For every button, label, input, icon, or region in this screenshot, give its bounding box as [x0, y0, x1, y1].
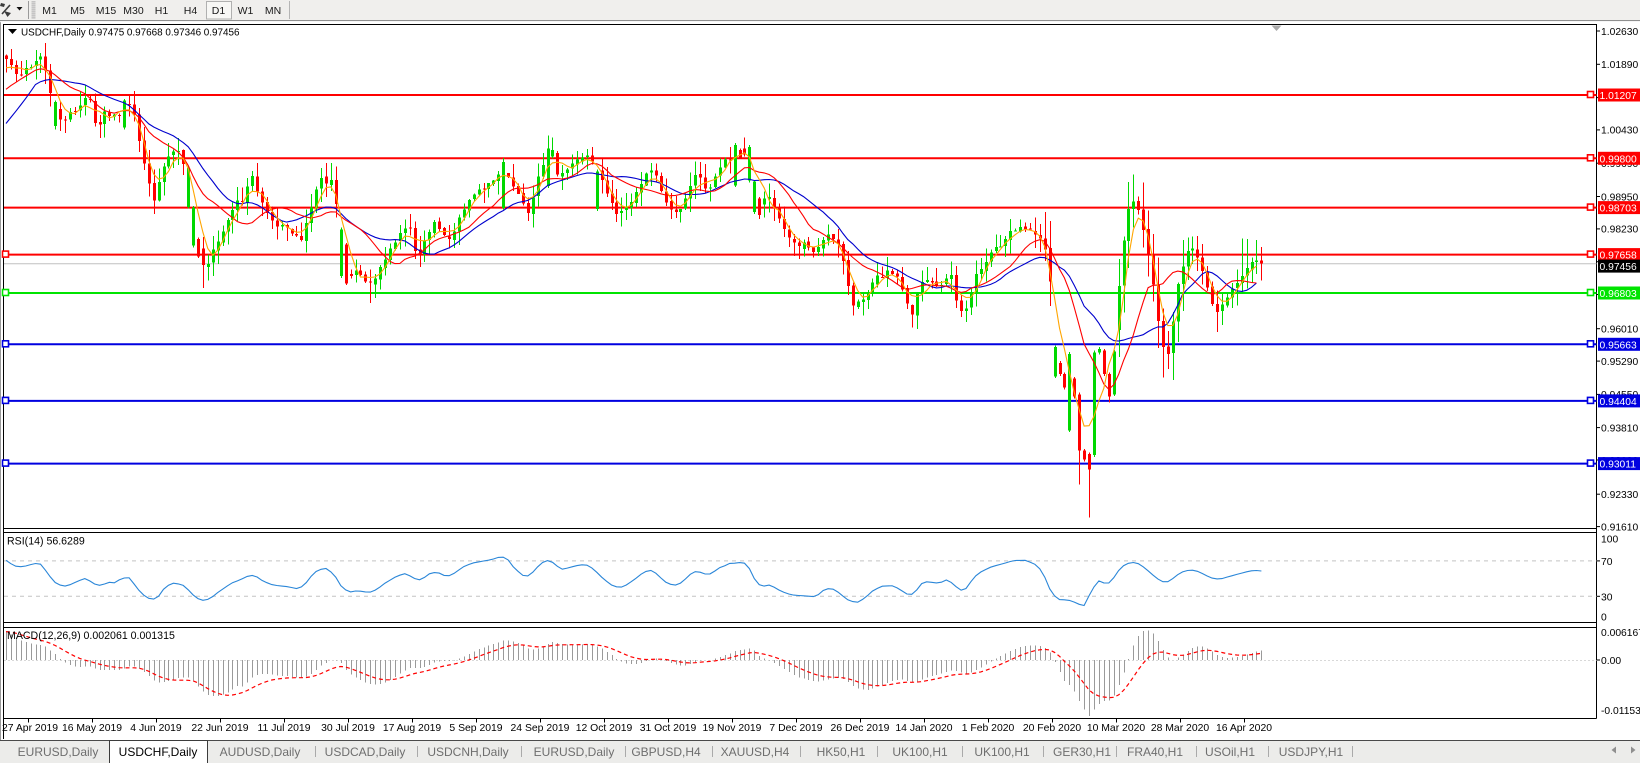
- svg-text:14 Jan 2020: 14 Jan 2020: [895, 723, 952, 734]
- svg-text:-0.011531: -0.011531: [1601, 706, 1640, 717]
- svg-text:0.97456: 0.97456: [1600, 262, 1637, 273]
- svg-text:1.01207: 1.01207: [1600, 91, 1637, 102]
- svg-text:4 Jun 2019: 4 Jun 2019: [130, 723, 182, 734]
- svg-text:0.94404: 0.94404: [1600, 397, 1637, 408]
- svg-text:0.99800: 0.99800: [1600, 154, 1637, 165]
- svg-text:30: 30: [1601, 592, 1613, 603]
- svg-text:0.93810: 0.93810: [1601, 423, 1638, 434]
- svg-text:28 Mar 2020: 28 Mar 2020: [1151, 723, 1210, 734]
- svg-text:MN: MN: [265, 5, 281, 17]
- svg-text:100: 100: [1601, 535, 1618, 546]
- svg-text:0.96010: 0.96010: [1601, 325, 1638, 336]
- svg-text:0.97658: 0.97658: [1600, 251, 1637, 262]
- svg-text:0.006167: 0.006167: [1601, 628, 1640, 639]
- svg-text:16 May 2019: 16 May 2019: [62, 723, 122, 734]
- svg-text:12 Oct 2019: 12 Oct 2019: [576, 723, 633, 734]
- svg-text:UK100,H1: UK100,H1: [892, 745, 948, 759]
- svg-text:0.95290: 0.95290: [1601, 357, 1638, 368]
- svg-text:GBPUSD,H4: GBPUSD,H4: [631, 745, 701, 759]
- svg-text:M5: M5: [70, 5, 85, 17]
- svg-text:1.02630: 1.02630: [1601, 27, 1638, 38]
- svg-text:AUDUSD,Daily: AUDUSD,Daily: [220, 745, 301, 759]
- svg-text:RSI(14) 56.6289: RSI(14) 56.6289: [7, 536, 85, 548]
- svg-text:22 Jun 2019: 22 Jun 2019: [191, 723, 248, 734]
- svg-text:EURUSD,Daily: EURUSD,Daily: [534, 745, 615, 759]
- svg-text:XAUUSD,H4: XAUUSD,H4: [721, 745, 790, 759]
- svg-text:0.91610: 0.91610: [1601, 522, 1638, 533]
- svg-text:H4: H4: [184, 5, 198, 17]
- svg-text:0.00: 0.00: [1601, 656, 1621, 667]
- svg-text:1 Feb 2020: 1 Feb 2020: [962, 723, 1015, 734]
- svg-text:1.00430: 1.00430: [1601, 126, 1638, 137]
- svg-text:M1: M1: [42, 5, 57, 17]
- svg-text:10 Mar 2020: 10 Mar 2020: [1087, 723, 1146, 734]
- svg-text:USDJPY,H1: USDJPY,H1: [1279, 745, 1344, 759]
- svg-text:31 Oct 2019: 31 Oct 2019: [640, 723, 697, 734]
- svg-text:19 Nov 2019: 19 Nov 2019: [703, 723, 762, 734]
- svg-text:0.95663: 0.95663: [1600, 340, 1637, 351]
- svg-text:70: 70: [1601, 557, 1613, 568]
- svg-text:0.98703: 0.98703: [1600, 204, 1637, 215]
- svg-text:USDCAD,Daily: USDCAD,Daily: [325, 745, 406, 759]
- svg-text:MACD(12,26,9) 0.002061 0.00131: MACD(12,26,9) 0.002061 0.001315: [7, 630, 175, 642]
- svg-text:5 Sep 2019: 5 Sep 2019: [449, 723, 502, 734]
- svg-text:30 Jul 2019: 30 Jul 2019: [321, 723, 375, 734]
- svg-text:D1: D1: [212, 5, 226, 17]
- svg-text:0.98950: 0.98950: [1601, 192, 1638, 203]
- svg-text:M30: M30: [123, 5, 144, 17]
- svg-text:USDCNH,Daily: USDCNH,Daily: [427, 745, 508, 759]
- svg-text:M15: M15: [96, 5, 117, 17]
- svg-text:17 Aug 2019: 17 Aug 2019: [383, 723, 442, 734]
- svg-text:USDCHF,Daily 0.97475 0.97668: USDCHF,Daily 0.97475 0.97668 0.97346 0.9…: [21, 27, 240, 38]
- svg-text:26 Dec 2019: 26 Dec 2019: [831, 723, 890, 734]
- svg-text:0: 0: [1601, 613, 1607, 624]
- svg-text:27 Apr 2019: 27 Apr 2019: [2, 723, 58, 734]
- svg-text:USDCHF,Daily: USDCHF,Daily: [119, 745, 198, 759]
- svg-text:24 Sep 2019: 24 Sep 2019: [511, 723, 570, 734]
- svg-text:20 Feb 2020: 20 Feb 2020: [1023, 723, 1082, 734]
- svg-text:FRA40,H1: FRA40,H1: [1127, 745, 1183, 759]
- svg-text:H1: H1: [155, 5, 169, 17]
- svg-text:GER30,H1: GER30,H1: [1053, 745, 1111, 759]
- svg-text:7 Dec 2019: 7 Dec 2019: [769, 723, 822, 734]
- svg-text:0.93011: 0.93011: [1600, 460, 1637, 471]
- svg-text:USOil,H1: USOil,H1: [1205, 745, 1255, 759]
- svg-text:HK50,H1: HK50,H1: [817, 745, 866, 759]
- svg-text:16 Apr 2020: 16 Apr 2020: [1216, 723, 1272, 734]
- svg-text:0.92330: 0.92330: [1601, 490, 1638, 501]
- svg-text:UK100,H1: UK100,H1: [974, 745, 1030, 759]
- svg-text:0.96803: 0.96803: [1600, 289, 1637, 300]
- svg-text:11 Jul 2019: 11 Jul 2019: [258, 723, 311, 734]
- svg-text:W1: W1: [238, 5, 254, 17]
- svg-text:1.01890: 1.01890: [1601, 60, 1638, 71]
- svg-text:EURUSD,Daily: EURUSD,Daily: [18, 745, 99, 759]
- svg-text:0.98230: 0.98230: [1601, 225, 1638, 236]
